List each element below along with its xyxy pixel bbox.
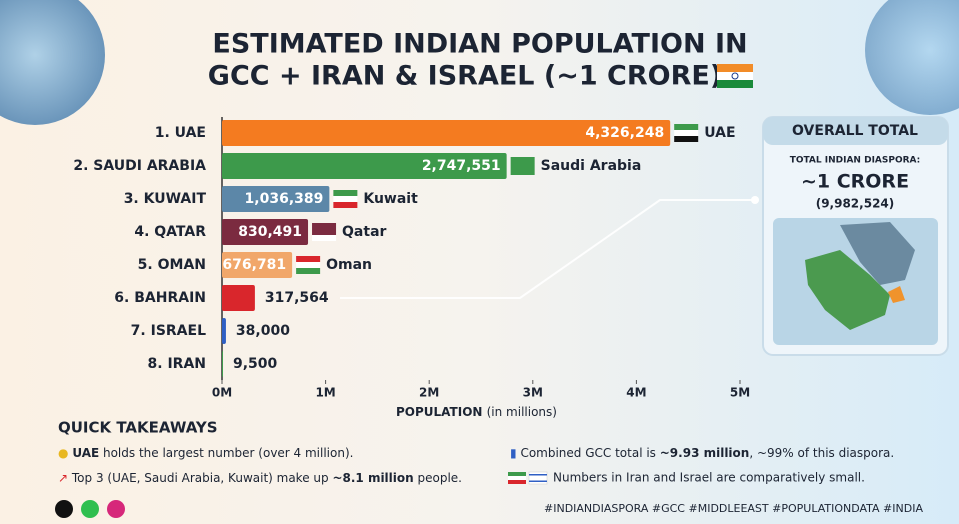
- x-tick-label: 1M: [315, 386, 335, 400]
- bar-name: Oman: [326, 257, 372, 273]
- connector-dot: [751, 196, 759, 204]
- y-tick-label: 1. UAE: [155, 125, 206, 141]
- title-line: GCC + IRAN & ISRAEL (~1 CRORE): [208, 61, 722, 92]
- bar: [222, 285, 255, 311]
- bar: [222, 351, 223, 377]
- small-flags: [508, 471, 548, 485]
- takeaways-title: QUICK TAKEAWAYS: [58, 419, 218, 437]
- map-iran: [840, 222, 915, 285]
- flag-stripe: [510, 169, 535, 175]
- y-tick-label: 2. SAUDI ARABIA: [73, 158, 206, 174]
- hashtags: #INDIANDIASPORA #GCC #MIDDLEEAST #POPULA…: [544, 502, 923, 515]
- flag-stripe: [296, 268, 321, 274]
- flag-stripe: [674, 124, 699, 130]
- x-axis-label: POPULATION (in millions): [396, 405, 557, 419]
- x-icon[interactable]: [55, 500, 73, 518]
- value-label: 830,491: [238, 224, 302, 240]
- globe-decoration: [865, 0, 959, 115]
- globe-decoration: [0, 0, 105, 125]
- y-tick-label: 6. BAHRAIN: [114, 290, 206, 306]
- flag-stripe: [312, 229, 337, 235]
- flag-stripe: [333, 202, 358, 208]
- bar-name: UAE: [704, 125, 735, 141]
- box-headline: ~1 CRORE: [801, 171, 909, 193]
- instagram-icon[interactable]: [107, 500, 125, 518]
- flag-stripe: [510, 163, 535, 169]
- india-flag: [717, 64, 753, 88]
- flag: [296, 256, 321, 274]
- value-label: 38,000: [236, 323, 290, 339]
- social-icons: [55, 500, 125, 518]
- connector-line: [340, 199, 755, 299]
- bar-chart: 0M 1M 2M 3M 4M 5M 1. UAE 4,326,248 UAE 2. SAUDI A…: [73, 117, 750, 400]
- flag: [510, 157, 535, 175]
- y-tick-label: 4. QATAR: [134, 224, 206, 240]
- x-tick-label: 0M: [212, 386, 232, 400]
- value-label: 4,326,248: [585, 125, 664, 141]
- flag-stripe: [312, 235, 337, 241]
- flag-stripe: [296, 256, 321, 262]
- total-box: OVERALL TOTAL TOTAL INDIAN DIASPORA: ~1 …: [762, 116, 949, 356]
- flag-stripe: [296, 262, 321, 268]
- takeaway: ↗ Top 3 (UAE, Saudi Arabia, Kuwait) make…: [58, 471, 462, 485]
- box-title: OVERALL TOTAL: [792, 123, 918, 139]
- takeaway: ● UAE holds the largest number (over 4 m…: [58, 446, 353, 460]
- map-saudi: [805, 250, 890, 330]
- y-tick-label: 7. ISRAEL: [131, 323, 206, 339]
- value-label: 2,747,551: [422, 158, 501, 174]
- bar: [222, 318, 226, 344]
- bar: [222, 120, 671, 146]
- map-uae: [888, 286, 905, 303]
- y-tick-label: 8. IRAN: [148, 356, 206, 372]
- bar-name: Saudi Arabia: [541, 158, 642, 174]
- takeaway: Numbers in Iran and Israel are comparati…: [553, 471, 865, 485]
- bar: [222, 153, 507, 179]
- x-tick-label: 5M: [730, 386, 750, 400]
- bar-name: Qatar: [342, 224, 386, 240]
- flag: [333, 190, 358, 208]
- bar: [222, 186, 330, 212]
- box-detail: (9,982,524): [816, 197, 895, 211]
- x-tick-label: 2M: [419, 386, 439, 400]
- y-tick-label: 5. OMAN: [138, 257, 206, 273]
- takeaway: ▮ Combined GCC total is ~9.93 million, ~…: [510, 446, 894, 460]
- flag-stripe: [333, 190, 358, 196]
- bar-name: Kuwait: [363, 191, 418, 207]
- whatsapp-icon[interactable]: [81, 500, 99, 518]
- y-tick-label: 3. KUWAIT: [124, 191, 207, 207]
- flag-stripe: [674, 136, 699, 142]
- flag-stripe: [333, 196, 358, 202]
- bar: [222, 252, 293, 278]
- value-label: 1,036,389: [245, 191, 324, 207]
- title-line: ESTIMATED INDIAN POPULATION IN: [212, 29, 747, 60]
- value-label: 676,781: [222, 257, 286, 273]
- value-label: 9,500: [233, 356, 278, 372]
- value-label: 317,564: [265, 290, 329, 306]
- flag: [312, 223, 337, 241]
- flag-stripe: [674, 130, 699, 136]
- bar: [222, 219, 309, 245]
- x-tick-label: 4M: [626, 386, 646, 400]
- flag-stripe: [510, 157, 535, 163]
- box-subtitle: TOTAL INDIAN DIASPORA:: [790, 156, 921, 166]
- x-tick-label: 3M: [523, 386, 543, 400]
- flag: [674, 124, 699, 142]
- flag-stripe: [312, 223, 337, 229]
